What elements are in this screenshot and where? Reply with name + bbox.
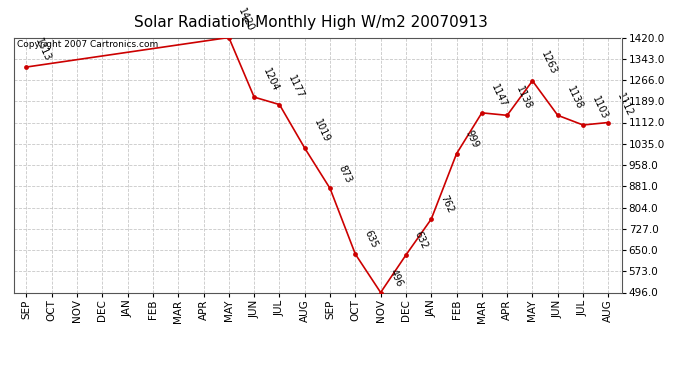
Text: 873: 873	[337, 163, 354, 184]
Point	[375, 290, 386, 296]
Text: 1420: 1420	[236, 7, 255, 33]
Point	[400, 252, 411, 258]
Point	[527, 78, 538, 84]
Point	[426, 216, 437, 222]
Text: 1019: 1019	[312, 118, 331, 144]
Text: 999: 999	[464, 129, 480, 150]
Point	[603, 120, 614, 126]
Text: Solar Radiation Monthly High W/m2 20070913: Solar Radiation Monthly High W/m2 200709…	[134, 15, 487, 30]
Text: 762: 762	[438, 194, 455, 215]
Text: 1263: 1263	[540, 50, 559, 76]
Text: 1147: 1147	[489, 82, 509, 109]
Point	[502, 112, 513, 118]
Point	[350, 251, 361, 257]
Point	[299, 145, 310, 151]
Text: 635: 635	[362, 229, 380, 250]
Point	[224, 34, 235, 40]
Point	[324, 186, 335, 192]
Text: 1112: 1112	[615, 92, 635, 118]
Point	[451, 151, 462, 157]
Point	[21, 64, 32, 70]
Text: 1204: 1204	[261, 66, 281, 93]
Point	[248, 94, 259, 100]
Text: Copyright 2007 Cartronics.com: Copyright 2007 Cartronics.com	[17, 40, 158, 49]
Point	[476, 110, 487, 116]
Text: 496: 496	[388, 267, 404, 288]
Point	[578, 122, 589, 128]
Text: 632: 632	[413, 230, 430, 251]
Point	[274, 102, 285, 108]
Text: 1103: 1103	[590, 94, 609, 121]
Text: 1313: 1313	[33, 36, 53, 63]
Text: 1177: 1177	[286, 74, 306, 100]
Point	[552, 112, 563, 118]
Text: 1138: 1138	[514, 85, 533, 111]
Text: 1138: 1138	[564, 85, 584, 111]
